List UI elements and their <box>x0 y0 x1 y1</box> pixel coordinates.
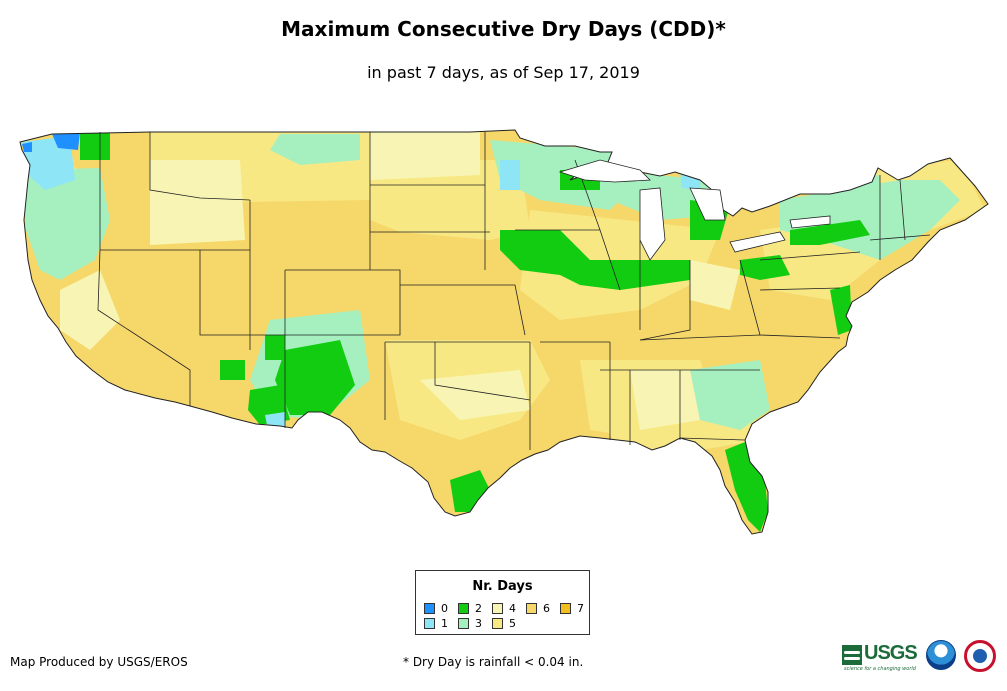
zone-2-days <box>275 340 355 415</box>
lake-michigan <box>639 187 666 261</box>
legend-swatch <box>458 603 469 614</box>
zone-2-days <box>220 360 245 380</box>
legend-item-6: 6 <box>526 603 550 615</box>
zone-4-days <box>690 260 740 310</box>
legend-item-1: 1 <box>424 618 448 630</box>
zone-2-days <box>830 285 852 335</box>
us-dry-days-map <box>19 129 989 535</box>
legend-label: 5 <box>509 617 516 630</box>
legend-label: 6 <box>543 602 550 615</box>
legend-swatch <box>526 603 537 614</box>
zone-2-days <box>790 220 870 245</box>
zone-4-days <box>150 160 245 245</box>
legend-title: Nr. Days <box>472 579 533 594</box>
legend-item-4: 4 <box>492 603 516 615</box>
legend-swatch <box>560 603 571 614</box>
zone-4-days <box>420 370 530 420</box>
legend-swatch <box>458 618 469 629</box>
zone-4-days <box>630 370 700 430</box>
legend-item-7: 7 <box>560 603 584 615</box>
zone-3-days <box>270 134 360 165</box>
usgs-logo-text: USGS <box>864 642 918 664</box>
zone-2-days <box>265 335 285 360</box>
dry-day-zones <box>20 132 985 532</box>
lake-erie <box>729 231 786 253</box>
zone-5-days <box>370 160 530 240</box>
legend-label: 0 <box>441 602 448 615</box>
zone-1-days <box>680 170 700 190</box>
footnote-text: * Dry Day is rainfall < 0.04 in. <box>403 655 584 669</box>
nws-logo-icon <box>964 640 996 672</box>
zone-4-days <box>370 132 480 180</box>
legend: Nr. Days 0 1 2 3 4 5 6 7 <box>415 570 590 635</box>
usgs-logo-tagline: science for a changing world <box>844 666 916 672</box>
zone-2-days <box>80 132 110 160</box>
legend-label: 2 <box>475 602 482 615</box>
zone-2-days <box>500 230 690 290</box>
lake-superior <box>558 159 651 183</box>
legend-label: 7 <box>577 602 584 615</box>
zone-3-days <box>690 360 770 430</box>
usgs-wave-icon <box>842 645 862 665</box>
zone-4-days <box>60 270 120 350</box>
zone-3-days <box>22 168 110 280</box>
credit-text: Map Produced by USGS/EROS <box>10 655 188 669</box>
noaa-logo-icon <box>926 640 956 670</box>
map-title: Maximum Consecutive Dry Days (CDD)* <box>281 17 726 41</box>
zone-0-days <box>52 132 80 150</box>
legend-item-2: 2 <box>458 603 482 615</box>
legend-label: 3 <box>475 617 482 630</box>
legend-item-0: 0 <box>424 603 448 615</box>
legend-item-3: 3 <box>458 618 482 630</box>
legend-swatch <box>424 603 435 614</box>
map-subtitle: in past 7 days, as of Sep 17, 2019 <box>367 63 640 82</box>
agency-logos: USGS science for a changing world <box>842 638 1002 678</box>
legend-label: 4 <box>509 602 516 615</box>
lake-ontario <box>789 215 831 229</box>
legend-swatch <box>424 618 435 629</box>
zone-1-days <box>265 412 285 430</box>
state-boundaries <box>97 132 931 450</box>
zone-1-days <box>22 136 75 190</box>
zone-2-days <box>740 255 790 280</box>
legend-label: 1 <box>441 617 448 630</box>
legend-item-5: 5 <box>492 618 516 630</box>
legend-swatch <box>492 618 503 629</box>
lake-huron <box>689 187 726 221</box>
legend-swatch <box>492 603 503 614</box>
zone-1-days <box>500 160 520 190</box>
usgs-logo: USGS science for a changing world <box>842 642 920 672</box>
zone-0-days <box>22 142 32 152</box>
